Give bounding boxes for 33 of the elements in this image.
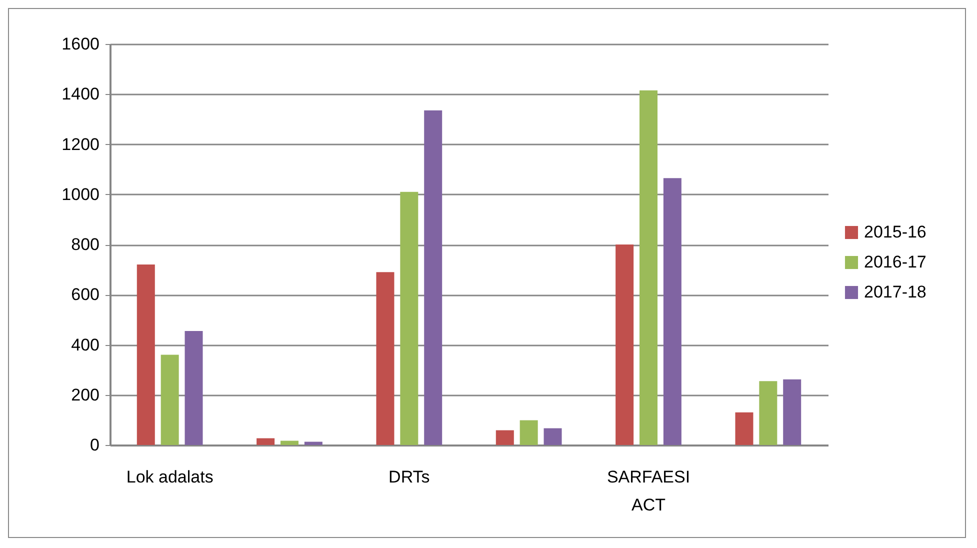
bar bbox=[520, 420, 538, 445]
y-tick-label: 1200 bbox=[62, 134, 100, 154]
y-tick-label: 400 bbox=[71, 335, 100, 354]
bar bbox=[400, 192, 418, 445]
y-tick-label: 1000 bbox=[62, 184, 100, 204]
bar bbox=[759, 381, 778, 445]
legend-label: 2015-16 bbox=[864, 222, 926, 242]
y-tick-label: 1600 bbox=[62, 34, 100, 54]
bar bbox=[184, 330, 203, 445]
bar bbox=[783, 379, 802, 445]
x-tick-label: DRTs bbox=[388, 468, 430, 486]
x-tick-label: SARFAESI ACT bbox=[606, 468, 690, 514]
y-tick-label: 200 bbox=[71, 385, 100, 404]
bar bbox=[544, 428, 562, 445]
bar bbox=[616, 244, 634, 445]
bar bbox=[160, 354, 179, 445]
legend-label: 2016-17 bbox=[864, 252, 926, 272]
bar bbox=[256, 438, 275, 445]
bar bbox=[663, 178, 682, 445]
y-tick-label: 0 bbox=[90, 436, 100, 454]
y-tick-label: 1400 bbox=[62, 84, 100, 104]
y-tick-label: 600 bbox=[71, 285, 100, 304]
bar bbox=[640, 90, 658, 445]
legend-label: 2017-18 bbox=[864, 282, 926, 302]
bar bbox=[304, 442, 322, 445]
y-tick-label: 800 bbox=[71, 235, 100, 254]
bar bbox=[424, 110, 442, 445]
bar bbox=[280, 440, 298, 445]
bar bbox=[136, 264, 155, 445]
bar bbox=[496, 430, 514, 445]
bar bbox=[376, 272, 394, 445]
x-tick-label: Lok adalats bbox=[126, 468, 214, 486]
bar bbox=[735, 412, 754, 445]
